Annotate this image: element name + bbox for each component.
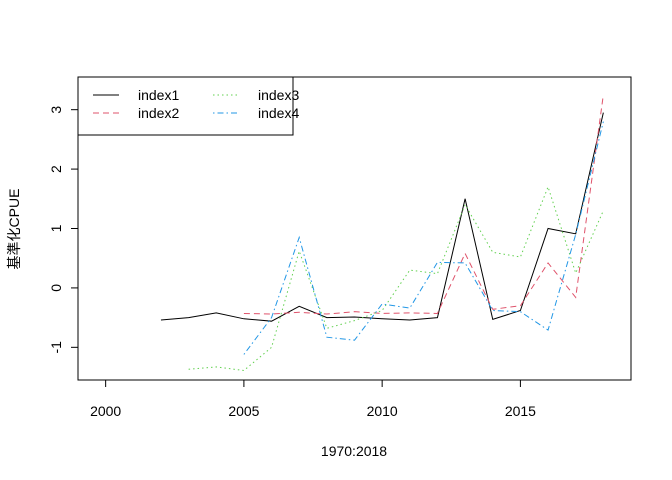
series-index3-line [188,185,604,372]
legend-index3-label: index3 [258,87,299,103]
x-axis: 2000 2005 2010 2015 [90,379,536,419]
y-tick-label: 0 [48,284,64,292]
x-tick-label: 2000 [90,403,121,419]
series-layer [160,94,604,372]
legend: index1 index2 index3 index4 [77,76,299,136]
y-tick-label: 3 [48,106,64,114]
legend-box [77,76,294,136]
series-index2-line [243,94,604,315]
legend-index2-label: index2 [138,105,179,121]
y-axis: -1 0 1 2 3 [48,106,79,354]
y-axis-label: 基準化CPUE [6,189,22,270]
series-index4-line [243,121,604,355]
legend-index1-label: index1 [138,87,179,103]
y-tick-label: 1 [48,224,64,232]
x-tick-label: 2015 [505,403,536,419]
legend-index4-label: index4 [258,105,299,121]
x-tick-label: 2010 [367,403,398,419]
y-tick-label: -1 [48,341,64,354]
y-tick-label: 2 [48,165,64,173]
x-axis-label: 1970:2018 [321,443,387,459]
x-tick-label: 2005 [228,403,259,419]
series-index1-line [160,112,604,322]
